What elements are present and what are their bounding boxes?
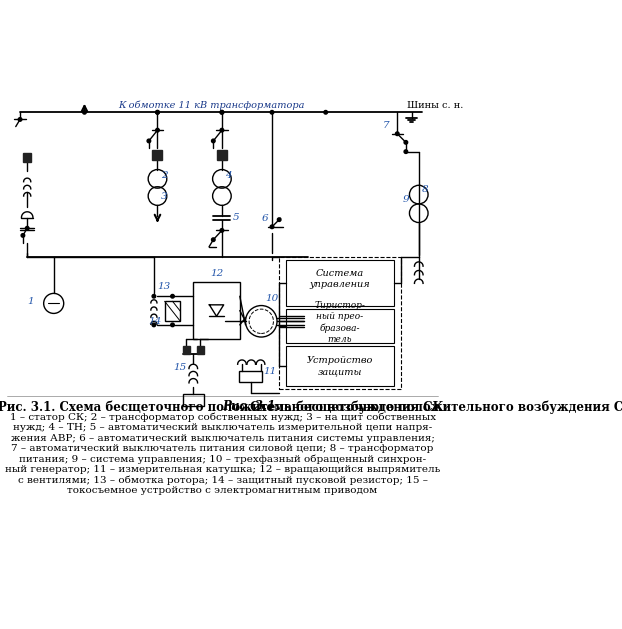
Text: Схема бесщеточного положительного возбуждения СК:: Схема бесщеточного положительного возбуж… — [246, 400, 622, 413]
Text: 1: 1 — [27, 298, 34, 306]
Bar — [182, 394, 204, 406]
Circle shape — [156, 128, 159, 132]
Text: Система
управления: Система управления — [310, 269, 370, 289]
Bar — [286, 309, 394, 343]
Circle shape — [220, 111, 224, 114]
Bar — [182, 347, 190, 353]
Bar — [286, 260, 394, 306]
Circle shape — [220, 111, 224, 114]
Bar — [239, 371, 262, 382]
Circle shape — [152, 294, 156, 298]
Circle shape — [170, 323, 174, 326]
Text: 7 – автоматический выключатель питания силовой цепи; 8 – трансформатор: 7 – автоматический выключатель питания с… — [11, 444, 434, 453]
Circle shape — [152, 323, 156, 326]
Text: 15: 15 — [174, 364, 187, 372]
Text: питания; 9 – система управления; 10 – трехфазный обращенный синхрон-: питания; 9 – система управления; 10 – тр… — [19, 454, 426, 464]
Text: 10: 10 — [265, 294, 278, 303]
Bar — [197, 347, 204, 353]
Text: 7: 7 — [383, 121, 390, 130]
Circle shape — [404, 150, 407, 153]
Bar — [286, 347, 394, 386]
Text: 1 – статор СК; 2 – трансформатор собственных нужд; 3 – на щит собственных: 1 – статор СК; 2 – трансформатор собстве… — [9, 413, 435, 423]
Circle shape — [324, 111, 328, 114]
Circle shape — [211, 238, 215, 242]
Text: 9: 9 — [403, 195, 410, 204]
Circle shape — [404, 140, 407, 144]
Circle shape — [220, 128, 224, 132]
Text: ный генератор; 11 – измерительная катушка; 12 – вращающийся выпрямитель: ный генератор; 11 – измерительная катушк… — [5, 465, 440, 474]
Text: 4: 4 — [226, 170, 232, 180]
Bar — [193, 282, 240, 339]
Text: с вентилями; 13 – обмотка ротора; 14 – защитный пусковой резистор; 15 –: с вентилями; 13 – обмотка ротора; 14 – з… — [17, 475, 427, 485]
Text: Рис. 3.1.: Рис. 3.1. — [223, 400, 280, 413]
Circle shape — [26, 226, 29, 230]
Text: Тиристор-
ный прео-
бразова-
тель: Тиристор- ный прео- бразова- тель — [315, 301, 366, 344]
Circle shape — [18, 118, 22, 121]
Text: нужд; 4 – ТН; 5 – автоматический выключатель измерительной цепи напря-: нужд; 4 – ТН; 5 – автоматический выключа… — [13, 423, 432, 432]
Text: 2: 2 — [161, 170, 168, 180]
Circle shape — [211, 139, 215, 143]
Text: 11: 11 — [264, 367, 277, 376]
Text: К обмотке 11 кВ трансформатора: К обмотке 11 кВ трансформатора — [118, 101, 305, 110]
Bar — [23, 153, 32, 162]
Text: 5: 5 — [233, 213, 239, 222]
Circle shape — [270, 111, 274, 114]
Circle shape — [147, 139, 151, 143]
Bar — [279, 257, 401, 389]
Circle shape — [396, 132, 399, 135]
Text: 8: 8 — [422, 185, 429, 194]
Circle shape — [220, 228, 224, 232]
Text: Устройство
защиты: Устройство защиты — [307, 356, 373, 376]
Text: 12: 12 — [210, 269, 223, 279]
Circle shape — [270, 225, 274, 228]
Text: 6: 6 — [262, 214, 269, 223]
Text: Рис. 3.1. Схема бесщеточного положительного возбуждения СК:: Рис. 3.1. Схема бесщеточного положительн… — [0, 400, 447, 413]
Bar — [217, 150, 227, 160]
Bar — [152, 150, 162, 160]
Circle shape — [277, 218, 281, 221]
Circle shape — [170, 294, 174, 298]
Bar — [165, 301, 180, 321]
Text: 3: 3 — [161, 192, 168, 201]
Circle shape — [83, 111, 86, 114]
Circle shape — [156, 111, 159, 114]
Text: жения АВР; 6 – автоматический выключатель питания системы управления;: жения АВР; 6 – автоматический выключател… — [11, 433, 435, 443]
Text: Шины с. н.: Шины с. н. — [407, 101, 463, 110]
Circle shape — [21, 233, 25, 237]
Text: 14: 14 — [148, 317, 161, 326]
Text: 13: 13 — [157, 282, 170, 291]
Circle shape — [156, 111, 159, 114]
Text: токосъемное устройство с электромагнитным приводом: токосъемное устройство с электромагнитны… — [68, 486, 378, 494]
